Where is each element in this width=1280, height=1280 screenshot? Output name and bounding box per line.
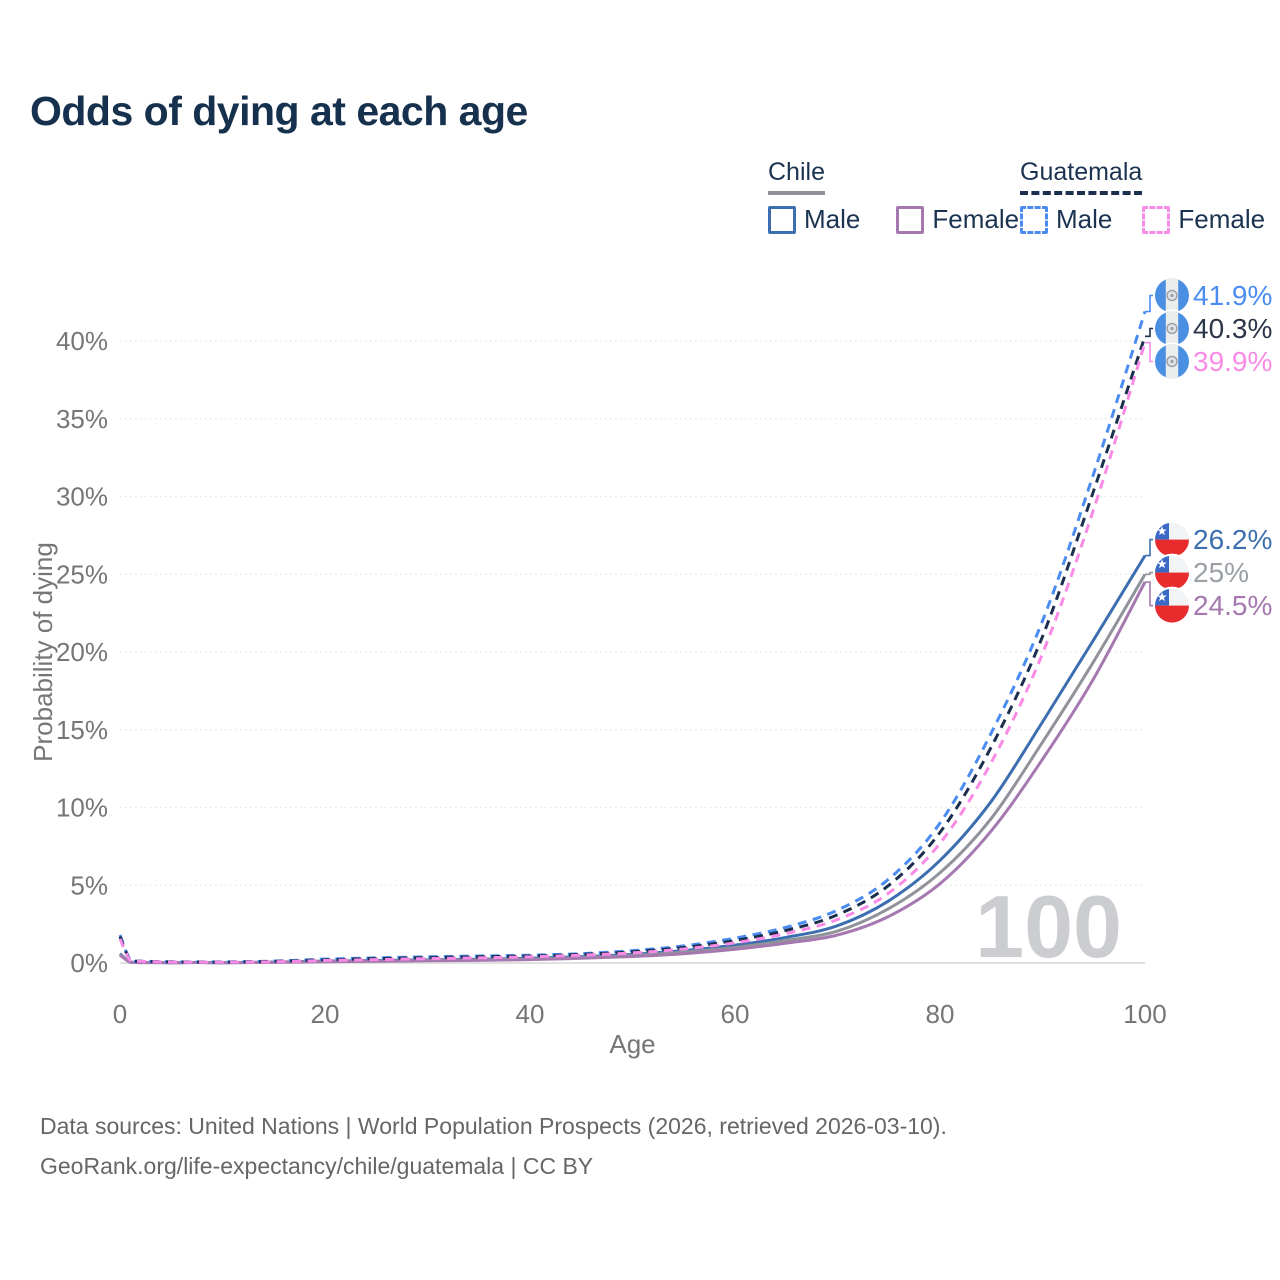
chile-flag-icon <box>1153 553 1191 592</box>
guatemala-male-swatch-icon <box>1020 205 1048 234</box>
x-axis-title: Age <box>609 1029 655 1059</box>
series-line-guatemala-both[interactable] <box>118 335 1147 964</box>
end-value-label-chile-male: 26.2% <box>1193 524 1272 555</box>
chile-flag-icon <box>1153 586 1191 625</box>
chile-female-swatch-icon <box>896 205 925 234</box>
page-title: Odds of dying at each age <box>30 88 528 134</box>
y-tick-label-5: 5% <box>70 870 108 900</box>
legend-item-chile-male[interactable]: Male <box>768 204 860 235</box>
footer-attribution-link: GeoRank.org/life-expectancy/chile/guatem… <box>40 1153 594 1179</box>
x-tick-label-60: 60 <box>721 999 750 1029</box>
chile-flag-icon <box>1153 520 1191 559</box>
legend-label-chile-female: Female <box>932 204 1020 234</box>
x-tick-label-100: 100 <box>1123 999 1166 1029</box>
footer: Data sources: United Nations | World Pop… <box>40 1106 947 1186</box>
y-tick-label-15: 15% <box>56 715 108 745</box>
label-connector-chile-both <box>1145 571 1155 576</box>
end-value-label-guatemala-female: 39.9% <box>1193 346 1272 377</box>
y-tick-label-0: 0% <box>70 948 108 978</box>
guatemala-female-swatch-icon <box>1142 205 1171 234</box>
label-connector-guatemala-male <box>1145 294 1155 313</box>
legend-group-chile: Chile Male Female <box>768 158 1019 235</box>
label-connector-guatemala-both <box>1145 327 1155 338</box>
legend-items-chile: Male Female <box>768 204 1019 235</box>
x-tick-label-80: 80 <box>926 999 955 1029</box>
guatemala-flag-icon <box>1153 276 1191 315</box>
legend-label-guatemala-female: Female <box>1178 204 1266 234</box>
x-tick-label-0: 0 <box>113 999 127 1029</box>
x-tick-label-40: 40 <box>516 999 545 1029</box>
y-tick-label-35: 35% <box>56 404 108 434</box>
end-value-label-chile-both: 25% <box>1193 557 1249 588</box>
end-value-label-chile-female: 24.5% <box>1193 590 1272 621</box>
footer-data-sources: Data sources: United Nations | World Pop… <box>40 1113 947 1139</box>
y-tick-label-25: 25% <box>56 559 108 589</box>
legend-item-guatemala-female[interactable]: Female <box>1142 204 1265 235</box>
legend-item-guatemala-male[interactable]: Male <box>1020 204 1112 235</box>
series-line-guatemala-male[interactable] <box>118 311 1147 964</box>
y-tick-label-10: 10% <box>56 793 108 823</box>
y-tick-label-20: 20% <box>56 637 108 667</box>
legend-header-guatemala: Guatemala <box>1020 158 1143 195</box>
end-value-label-guatemala-male: 41.9% <box>1193 280 1272 311</box>
series-line-guatemala-female[interactable] <box>118 342 1147 964</box>
legend-header-chile: Chile <box>768 158 825 195</box>
y-axis-title: Probability of dying <box>28 542 58 762</box>
legend-item-chile-female[interactable]: Female <box>896 204 1019 235</box>
label-connector-guatemala-female <box>1145 341 1155 363</box>
y-tick-label-30: 30% <box>56 482 108 512</box>
label-connector-chile-male <box>1145 538 1155 557</box>
chile-male-swatch-icon <box>768 205 796 234</box>
legend-group-guatemala: Guatemala Male Female <box>1020 158 1265 235</box>
label-connector-chile-female <box>1145 581 1155 607</box>
x-tick-label-20: 20 <box>311 999 340 1029</box>
y-tick-label-40: 40% <box>56 326 108 356</box>
legend-label-chile-male: Male <box>804 204 861 234</box>
legend-label-guatemala-male: Male <box>1056 204 1113 234</box>
end-value-label-guatemala-both: 40.3% <box>1193 313 1272 344</box>
age-watermark: 100 <box>975 877 1122 976</box>
guatemala-flag-icon <box>1153 342 1191 381</box>
legend-items-guatemala: Male Female <box>1020 204 1265 235</box>
guatemala-flag-icon <box>1153 309 1191 348</box>
